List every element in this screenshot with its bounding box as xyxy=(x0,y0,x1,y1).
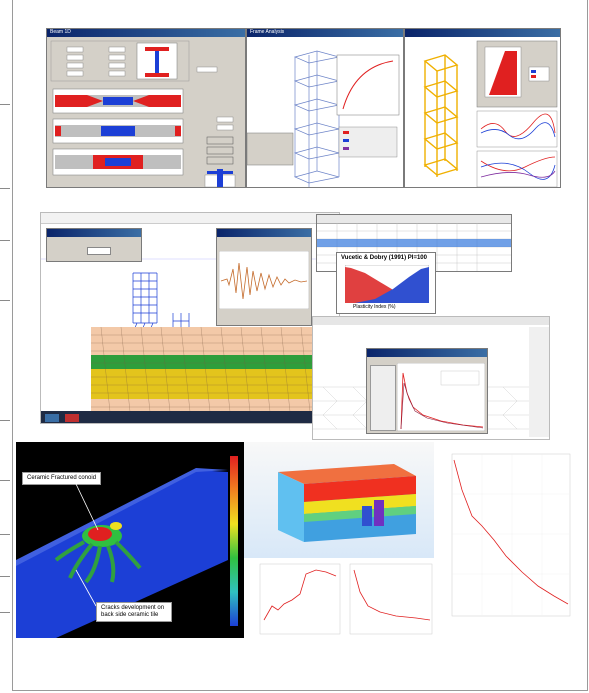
color-legend xyxy=(230,456,238,626)
label-cracks-development: Cracks development on back side ceramic … xyxy=(96,602,172,622)
stress-block-view xyxy=(244,442,434,558)
accelerogram-titlebar[interactable] xyxy=(217,229,311,237)
spectrum-title: Vucetic & Dobry (1991) PI=100 xyxy=(341,255,427,261)
small-dialog-input[interactable] xyxy=(87,247,111,255)
fracture-simulation: Ceramic Fractured conoid Cracks developm… xyxy=(16,442,244,638)
small-charts xyxy=(256,560,436,640)
stress-block-plot xyxy=(278,464,416,542)
margin-tick xyxy=(0,300,10,301)
accelerogram-plot xyxy=(219,251,309,309)
yellow-frame-titlebar[interactable] xyxy=(405,29,560,37)
margin-tick xyxy=(0,240,10,241)
decay-curve xyxy=(442,446,576,636)
spectrum-xlabel: Plasticity Index (%) xyxy=(353,304,396,310)
middle-collage: Vucetic & Dobry (1991) PI=100 Plasticity… xyxy=(40,212,550,440)
frame-structure-plot xyxy=(247,50,400,187)
margin-tick xyxy=(0,420,10,421)
response-options-panel[interactable] xyxy=(370,365,396,431)
margin-tick xyxy=(0,104,10,105)
bottom-collage: Ceramic Fractured conoid Cracks developm… xyxy=(16,442,576,642)
response-window xyxy=(366,348,488,434)
ground-window-toolbar xyxy=(41,213,339,224)
annotation-arrows xyxy=(75,483,99,607)
accelerogram-window xyxy=(216,228,312,326)
margin-tick xyxy=(0,612,10,613)
margin-tick xyxy=(0,480,10,481)
data-table xyxy=(317,223,511,271)
response-titlebar[interactable] xyxy=(367,349,487,357)
yellow-frame-window xyxy=(404,28,561,188)
frame-window-titlebar[interactable] xyxy=(247,29,403,37)
soil-model-plot xyxy=(41,258,339,423)
frame-window-title: Frame Analysis xyxy=(250,29,285,35)
margin-tick xyxy=(0,188,10,189)
margin-tick xyxy=(0,534,10,535)
beam-window-titlebar[interactable] xyxy=(47,29,245,37)
spectrum-plot xyxy=(345,265,429,303)
response-spectrum-plot xyxy=(397,363,485,431)
spectrum-window: Vucetic & Dobry (1991) PI=100 Plasticity… xyxy=(336,252,436,314)
yellow-frame-plot xyxy=(423,40,558,187)
small-dialog-titlebar[interactable] xyxy=(47,229,141,237)
frame-window: Frame Analysis xyxy=(246,28,404,188)
beam-window-body xyxy=(50,40,236,187)
decay-curve-plot xyxy=(451,453,571,617)
small-dialog xyxy=(46,228,142,262)
beam-window: Beam 1D xyxy=(46,28,246,188)
label-ceramic-conoid: Ceramic Fractured conoid xyxy=(22,472,102,485)
page-frame xyxy=(12,0,588,691)
beam-window-title: Beam 1D xyxy=(50,29,71,35)
small-charts-plot xyxy=(259,563,433,635)
margin-tick xyxy=(0,576,10,577)
top-collage: Beam 1D xyxy=(46,24,561,192)
